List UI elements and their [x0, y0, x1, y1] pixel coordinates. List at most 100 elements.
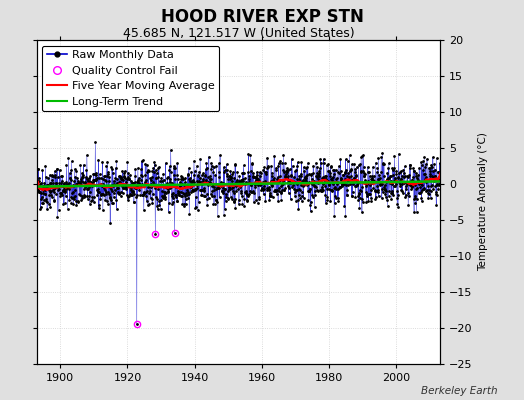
Point: [40, 180, 48, 186]
Point: [76, 162, 84, 168]
Point: [427, 188, 435, 194]
Point: [78, 174, 86, 181]
Point: [207, 160, 215, 166]
Point: [252, 174, 260, 180]
Point: [116, 176, 125, 182]
Point: [127, 192, 135, 198]
Point: [193, 162, 201, 169]
Point: [327, 176, 335, 182]
Point: [264, 163, 272, 169]
Point: [410, 168, 419, 175]
Point: [405, 181, 413, 187]
Point: [263, 165, 271, 171]
Point: [91, 177, 99, 184]
Point: [57, 190, 66, 196]
Point: [427, 182, 435, 189]
Point: [161, 196, 170, 202]
Point: [334, 186, 342, 192]
Point: [354, 161, 363, 168]
Point: [132, 194, 140, 200]
Point: [257, 187, 266, 193]
Point: [59, 180, 68, 186]
Point: [60, 184, 68, 190]
Point: [205, 180, 213, 186]
Point: [69, 201, 78, 208]
Point: [158, 194, 167, 201]
Point: [320, 160, 328, 167]
Point: [236, 181, 244, 188]
Point: [341, 169, 349, 176]
Point: [82, 186, 91, 193]
Point: [209, 181, 217, 187]
Point: [309, 180, 317, 187]
Point: [361, 178, 369, 185]
Point: [301, 175, 310, 182]
Point: [365, 191, 373, 197]
Point: [98, 190, 106, 197]
Point: [111, 187, 119, 194]
Point: [216, 181, 225, 188]
Point: [56, 189, 64, 196]
Point: [323, 194, 331, 201]
Point: [290, 168, 299, 174]
Point: [372, 194, 380, 200]
Point: [286, 178, 294, 185]
Point: [92, 172, 100, 178]
Point: [124, 174, 133, 180]
Point: [272, 164, 280, 171]
Point: [82, 166, 91, 173]
Point: [280, 186, 288, 193]
Point: [72, 168, 80, 175]
Point: [352, 173, 360, 179]
Point: [151, 166, 160, 173]
Point: [35, 178, 43, 184]
Point: [187, 181, 195, 187]
Point: [348, 176, 357, 183]
Point: [121, 168, 129, 174]
Point: [51, 180, 60, 186]
Point: [42, 198, 51, 204]
Point: [283, 167, 291, 174]
Point: [392, 171, 400, 178]
Point: [93, 192, 102, 198]
Point: [303, 164, 311, 170]
Point: [129, 188, 137, 194]
Point: [146, 188, 154, 194]
Point: [350, 175, 358, 181]
Point: [259, 186, 267, 193]
Point: [168, 191, 177, 197]
Point: [161, 188, 169, 195]
Point: [321, 173, 329, 180]
Point: [112, 197, 120, 204]
Point: [351, 182, 359, 189]
Point: [338, 182, 346, 188]
Point: [107, 188, 116, 194]
Point: [74, 198, 82, 205]
Point: [342, 167, 351, 174]
Point: [196, 180, 204, 186]
Point: [166, 163, 174, 170]
Point: [301, 174, 310, 180]
Point: [175, 182, 183, 188]
Point: [347, 166, 355, 172]
Point: [95, 170, 104, 177]
Point: [269, 176, 277, 183]
Point: [428, 172, 436, 179]
Point: [391, 181, 400, 187]
Point: [380, 182, 389, 188]
Point: [294, 197, 302, 204]
Point: [205, 173, 214, 180]
Point: [299, 176, 308, 183]
Point: [347, 161, 356, 167]
Point: [349, 176, 357, 182]
Point: [185, 175, 194, 182]
Point: [376, 181, 384, 187]
Legend: Raw Monthly Data, Quality Control Fail, Five Year Moving Average, Long-Term Tren: Raw Monthly Data, Quality Control Fail, …: [42, 46, 220, 111]
Point: [143, 169, 151, 175]
Point: [357, 168, 366, 175]
Point: [233, 180, 242, 186]
Point: [364, 169, 372, 176]
Point: [265, 187, 273, 193]
Point: [96, 196, 104, 202]
Point: [331, 193, 340, 199]
